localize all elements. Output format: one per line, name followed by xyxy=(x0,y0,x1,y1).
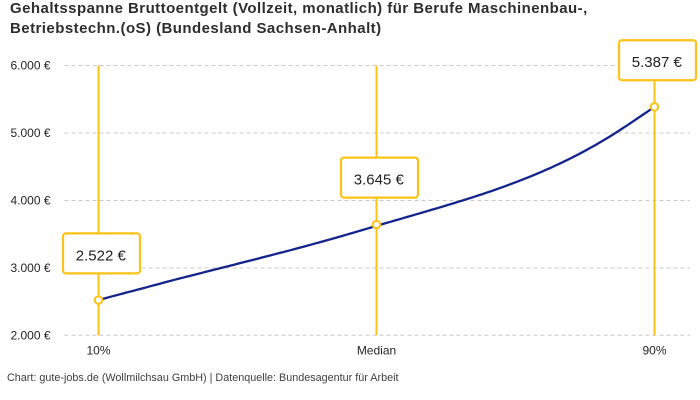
svg-text:6.000 €: 6.000 € xyxy=(11,59,51,73)
svg-text:2.522 €: 2.522 € xyxy=(76,247,127,264)
svg-text:10%: 10% xyxy=(86,344,110,358)
svg-text:5.000 €: 5.000 € xyxy=(11,126,51,140)
svg-text:Chart: gute-jobs.de (Wollmilch: Chart: gute-jobs.de (Wollmilchsau GmbH) … xyxy=(7,372,399,384)
svg-text:90%: 90% xyxy=(642,344,666,358)
svg-text:2.000 €: 2.000 € xyxy=(11,328,51,342)
svg-text:5.387 €: 5.387 € xyxy=(632,54,683,71)
svg-text:Median: Median xyxy=(357,344,396,358)
svg-text:3.645 €: 3.645 € xyxy=(354,172,405,189)
svg-text:4.000 €: 4.000 € xyxy=(11,194,51,208)
svg-text:3.000 €: 3.000 € xyxy=(11,261,51,275)
